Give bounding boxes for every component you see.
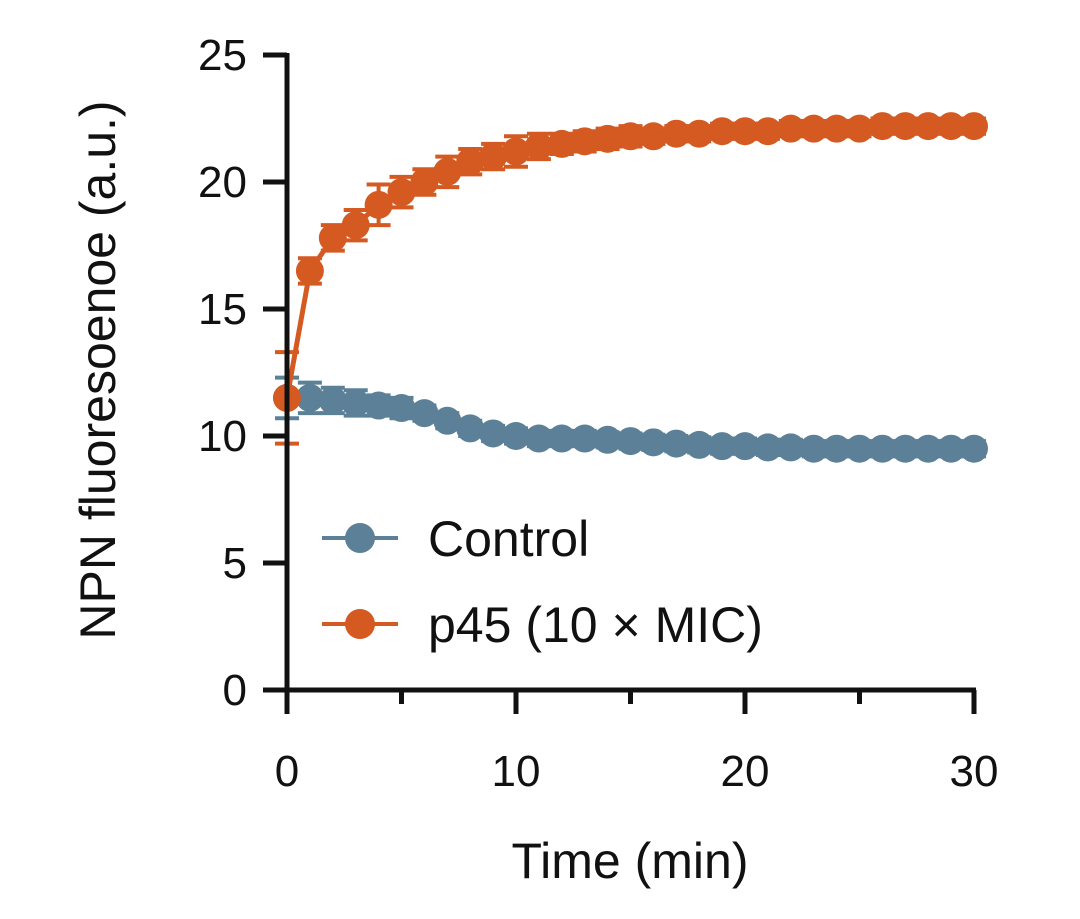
data-point xyxy=(799,434,828,463)
data-point xyxy=(341,388,370,417)
data-point xyxy=(937,112,966,141)
data-point xyxy=(593,124,622,153)
data-point xyxy=(364,190,393,219)
data-point xyxy=(479,419,508,448)
y-tick-label-15: 15 xyxy=(198,285,247,334)
x-tick-label-20: 20 xyxy=(721,747,770,796)
ticks-layer: 0 5 10 15 20 25 0 10 20 30 xyxy=(198,31,998,796)
data-point xyxy=(502,137,530,166)
data-point xyxy=(822,114,851,143)
legend-item-p45: p45 (10 × MIC) xyxy=(322,597,763,653)
data-point xyxy=(524,424,553,453)
data-point xyxy=(295,383,324,412)
data-point xyxy=(547,424,576,453)
data-point xyxy=(570,127,599,156)
y-axis-title: NPN fluoresoenoe (a.u.) xyxy=(70,100,126,639)
data-point xyxy=(937,434,966,463)
legend-marker-control xyxy=(345,523,375,553)
data-point xyxy=(570,424,599,453)
data-point xyxy=(616,427,645,456)
data-point xyxy=(891,112,920,141)
y-tick-label-10: 10 xyxy=(198,412,247,461)
x-tick-label-10: 10 xyxy=(492,747,541,796)
data-point xyxy=(639,428,668,457)
y-tick-label-25: 25 xyxy=(198,31,247,80)
data-point xyxy=(776,433,805,462)
legend-marker-p45 xyxy=(345,609,375,639)
data-point xyxy=(868,434,897,463)
data-point xyxy=(868,112,897,141)
data-point xyxy=(753,433,782,462)
data-point xyxy=(822,434,851,463)
data-point xyxy=(662,119,691,148)
data-point xyxy=(639,122,668,151)
series-control xyxy=(273,375,988,463)
data-point xyxy=(776,114,805,143)
data-point xyxy=(387,394,416,423)
data-point xyxy=(364,391,393,420)
data-point xyxy=(410,399,439,428)
x-tick-label-30: 30 xyxy=(950,747,999,796)
data-point xyxy=(456,414,485,443)
data-point xyxy=(914,112,943,141)
data-point xyxy=(685,119,714,148)
data-point xyxy=(433,157,462,186)
data-point xyxy=(845,434,874,463)
data-point xyxy=(960,434,988,463)
data-point xyxy=(295,256,324,285)
data-point xyxy=(456,147,485,176)
series-line xyxy=(284,123,974,399)
data-point xyxy=(341,211,370,240)
data-point xyxy=(479,142,508,171)
x-tick-label-0: 0 xyxy=(275,747,299,796)
data-point xyxy=(685,430,714,459)
data-point xyxy=(960,112,988,141)
legend-label-control: Control xyxy=(428,511,589,567)
y-tick-label-20: 20 xyxy=(198,158,247,207)
legend: Control p45 (10 × MIC) xyxy=(322,511,763,653)
data-point xyxy=(731,432,759,461)
data-point xyxy=(318,386,347,415)
data-point xyxy=(731,117,759,146)
data-point xyxy=(662,429,691,458)
legend-item-control: Control xyxy=(322,511,589,567)
data-point xyxy=(502,422,530,450)
y-tick-label-0: 0 xyxy=(223,666,247,715)
data-point xyxy=(410,168,439,196)
data-point xyxy=(708,432,737,461)
data-point xyxy=(616,122,645,151)
data-point xyxy=(914,434,943,463)
series-p45 xyxy=(273,112,988,446)
series-layer xyxy=(273,112,988,463)
data-point xyxy=(387,178,416,207)
data-point xyxy=(845,114,874,143)
data-point xyxy=(753,117,782,146)
legend-label-p45: p45 (10 × MIC) xyxy=(428,597,763,653)
data-point xyxy=(799,114,828,143)
y-tick-label-5: 5 xyxy=(223,539,247,588)
data-point xyxy=(708,117,737,146)
data-point xyxy=(433,406,462,435)
data-point xyxy=(547,129,576,158)
data-point xyxy=(593,425,622,454)
x-axis-title: Time (min) xyxy=(511,833,748,889)
data-point xyxy=(891,434,920,463)
data-point xyxy=(318,223,347,252)
axes-layer: 0 5 10 15 20 25 0 10 20 30 xyxy=(198,31,998,796)
data-point xyxy=(524,132,553,161)
